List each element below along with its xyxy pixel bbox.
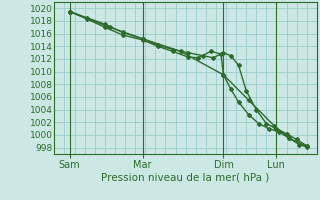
X-axis label: Pression niveau de la mer( hPa ): Pression niveau de la mer( hPa )	[101, 172, 270, 182]
